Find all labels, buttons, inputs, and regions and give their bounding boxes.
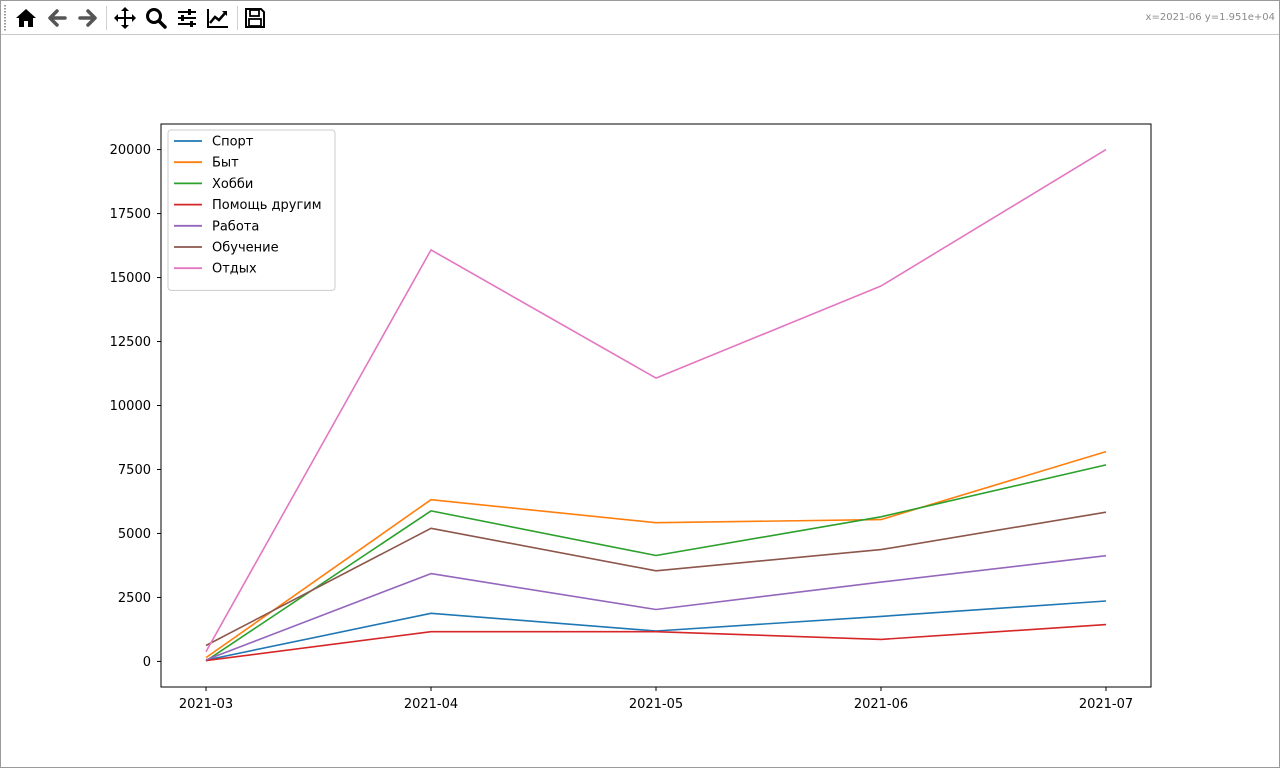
x-tick-label: 2021-04 bbox=[404, 697, 458, 712]
series-line-3 bbox=[205, 464, 1107, 662]
home-button[interactable] bbox=[12, 4, 40, 32]
forward-button[interactable] bbox=[74, 4, 102, 32]
series-line-2 bbox=[205, 450, 1107, 659]
figure-canvas[interactable]: 0 2500 5000 7500 10000 12500 15000 17500 20000 20… bbox=[1, 35, 1279, 767]
y-tick-label: 15000 bbox=[110, 271, 151, 286]
arrow-left-icon bbox=[48, 9, 67, 27]
legend-label: Обучение bbox=[212, 241, 279, 256]
legend-label: Хобби bbox=[212, 177, 253, 192]
y-tick-label: 10000 bbox=[110, 399, 151, 414]
legend-label: Быт bbox=[212, 156, 239, 171]
move-icon bbox=[114, 7, 136, 29]
back-button[interactable] bbox=[43, 4, 71, 32]
toolbar-separator bbox=[237, 6, 238, 30]
y-tick-label: 17500 bbox=[110, 207, 151, 222]
navigation-toolbar: x=2021-06 y=1.951e+04 bbox=[1, 1, 1279, 35]
y-tick-label: 5000 bbox=[118, 527, 151, 542]
pan-button[interactable] bbox=[111, 4, 139, 32]
y-tick-label: 7500 bbox=[118, 463, 151, 478]
subplots-button[interactable] bbox=[173, 4, 201, 32]
line-chart[interactable]: 0 2500 5000 7500 10000 12500 15000 17500 20000 20… bbox=[1, 35, 1279, 767]
legend-label: Отдых bbox=[212, 262, 257, 277]
zoom-button[interactable] bbox=[142, 4, 170, 32]
series-line-5 bbox=[205, 554, 1107, 661]
legend-label: Помощь другим bbox=[212, 198, 322, 213]
y-tick-label: 12500 bbox=[110, 335, 151, 350]
toolbar-separator bbox=[106, 6, 107, 30]
x-tick-label: 2021-07 bbox=[1079, 697, 1133, 712]
series-line-6 bbox=[205, 511, 1107, 647]
y-tick-label: 2500 bbox=[118, 591, 151, 606]
cursor-coordinates: x=2021-06 y=1.951e+04 bbox=[1145, 12, 1275, 23]
legend-label: Работа bbox=[212, 219, 259, 234]
legend-box bbox=[167, 129, 336, 291]
x-tick-label: 2021-03 bbox=[179, 697, 233, 712]
home-icon bbox=[16, 9, 36, 27]
line-chart-icon bbox=[207, 9, 228, 28]
series-line-7 bbox=[205, 148, 1107, 653]
legend-label: Спорт bbox=[212, 135, 254, 150]
zoom-icon bbox=[146, 8, 167, 29]
x-tick-label: 2021-05 bbox=[629, 697, 683, 712]
arrow-right-icon bbox=[78, 9, 97, 27]
save-button[interactable] bbox=[241, 4, 269, 32]
y-tick-label: 0 bbox=[143, 655, 151, 670]
toolbar-grip[interactable] bbox=[4, 5, 6, 31]
axes-edit-button[interactable] bbox=[204, 4, 232, 32]
x-tick-label: 2021-06 bbox=[854, 697, 908, 712]
sliders-icon bbox=[178, 9, 196, 27]
floppy-disk-icon bbox=[245, 8, 265, 28]
series-line-4 bbox=[205, 623, 1107, 662]
y-tick-label: 20000 bbox=[110, 143, 151, 158]
